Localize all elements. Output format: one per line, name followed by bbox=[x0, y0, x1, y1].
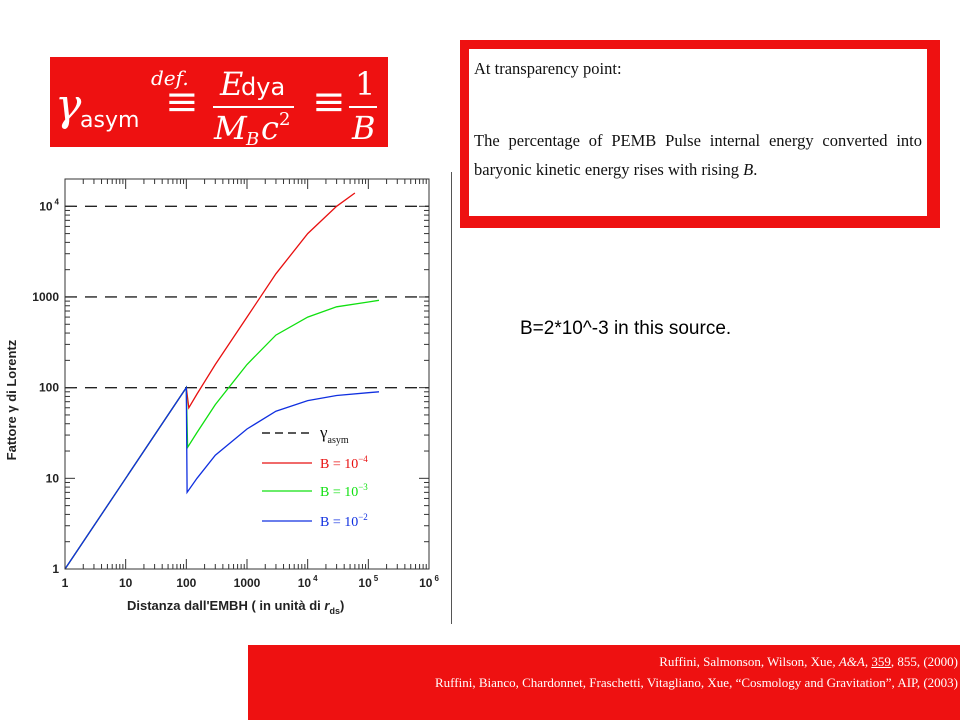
formula-den-sub: B bbox=[245, 129, 259, 147]
ref1-volume: 359 bbox=[871, 654, 891, 669]
formula-den-m: M bbox=[213, 109, 248, 147]
formula-equiv-1: ≡ bbox=[165, 79, 199, 125]
legend-label-0: B = 10−4 bbox=[320, 454, 368, 472]
x-tick-label-1: 10 bbox=[119, 576, 133, 590]
formula-rhs-one: 1 bbox=[355, 65, 375, 103]
x-axis-label-sub: ds bbox=[329, 606, 340, 616]
series-line-0 bbox=[64, 192, 356, 570]
reference-line-2: Ruffini, Bianco, Chardonnet, Fraschetti,… bbox=[435, 675, 958, 690]
formula-svg: γ asym ≡ def. E dya M B c 2 ≡ 1 B bbox=[55, 65, 377, 147]
plot-frame bbox=[64, 178, 430, 570]
lorentz-factor-chart: 1 10 100 1000 10 4 10 5 10 6 1 10 100 1000 10 4 Fattore… bbox=[4, 178, 439, 616]
x-axis-label-var: r bbox=[324, 598, 330, 613]
y-axis-label: Fattore γ di Lorentz bbox=[4, 339, 19, 460]
note-body-text: The percentage of PEMB Pulse internal en… bbox=[474, 131, 922, 179]
legend-label-2: B = 10−2 bbox=[320, 512, 368, 530]
x-tick-label-0: 1 bbox=[62, 576, 69, 590]
transparency-note-frame: At transparency point: The percentage of… bbox=[460, 40, 940, 228]
reference-line-1: Ruffini, Salmonson, Wilson, Xue, A&A, 35… bbox=[659, 654, 958, 670]
formula-den-c: c bbox=[261, 109, 279, 147]
formula-num-sub: dya bbox=[241, 73, 285, 101]
note-body-var: B bbox=[743, 160, 754, 179]
formula-rhs-b: B bbox=[351, 109, 376, 147]
vertical-divider bbox=[451, 172, 452, 624]
x-axis-label-text: Distanza dall'EMBH ( in unità di bbox=[127, 598, 321, 613]
formula-den-exp: 2 bbox=[279, 109, 290, 130]
x-tick-label-6: 10 6 bbox=[419, 574, 439, 590]
ref1-journal: A&A, bbox=[838, 654, 869, 669]
y-tick-label-2: 100 bbox=[39, 381, 59, 395]
transparency-note: At transparency point: The percentage of… bbox=[469, 49, 927, 216]
ref1-rest: , 855, (2000) bbox=[890, 654, 958, 669]
references-box: Ruffini, Salmonson, Wilson, Xue, A&A, 35… bbox=[248, 645, 960, 720]
formula-def: def. bbox=[151, 66, 189, 90]
x-tick-label-3: 1000 bbox=[234, 576, 261, 590]
note-body-end: . bbox=[753, 160, 758, 179]
formula-num-e: E bbox=[219, 65, 243, 103]
x-axis-label-end: ) bbox=[340, 598, 344, 613]
source-note: B=2*10^-3 in this source. bbox=[520, 318, 732, 339]
note-body: The percentage of PEMB Pulse internal en… bbox=[474, 126, 922, 184]
x-tick-label-4: 10 4 bbox=[298, 574, 318, 590]
legend-label-1: B = 10−3 bbox=[320, 482, 368, 500]
y-tick-label-0: 1 bbox=[52, 562, 59, 576]
ref1-authors: Ruffini, Salmonson, Wilson, Xue, bbox=[659, 654, 836, 669]
formula-gamma: γ bbox=[55, 80, 82, 131]
y-tick-label-1: 10 bbox=[46, 471, 60, 485]
note-heading: At transparency point: bbox=[474, 59, 622, 78]
x-tick-label-5: 10 5 bbox=[358, 574, 378, 590]
series-line-2 bbox=[64, 385, 380, 570]
y-tick-label-4: 10 4 bbox=[39, 197, 59, 213]
y-tick-label-3: 1000 bbox=[32, 290, 59, 304]
formula-equiv-2: ≡ bbox=[312, 79, 346, 125]
x-tick-label-2: 100 bbox=[176, 576, 196, 590]
gamma-asym-formula: γ asym ≡ def. E dya M B c 2 ≡ 1 B bbox=[50, 57, 388, 147]
legend-asym-label: γasym bbox=[319, 423, 349, 446]
formula-sub-asym: asym bbox=[80, 108, 139, 133]
x-axis-label: Distanza dall'EMBH ( in unità di rds) bbox=[127, 598, 344, 616]
